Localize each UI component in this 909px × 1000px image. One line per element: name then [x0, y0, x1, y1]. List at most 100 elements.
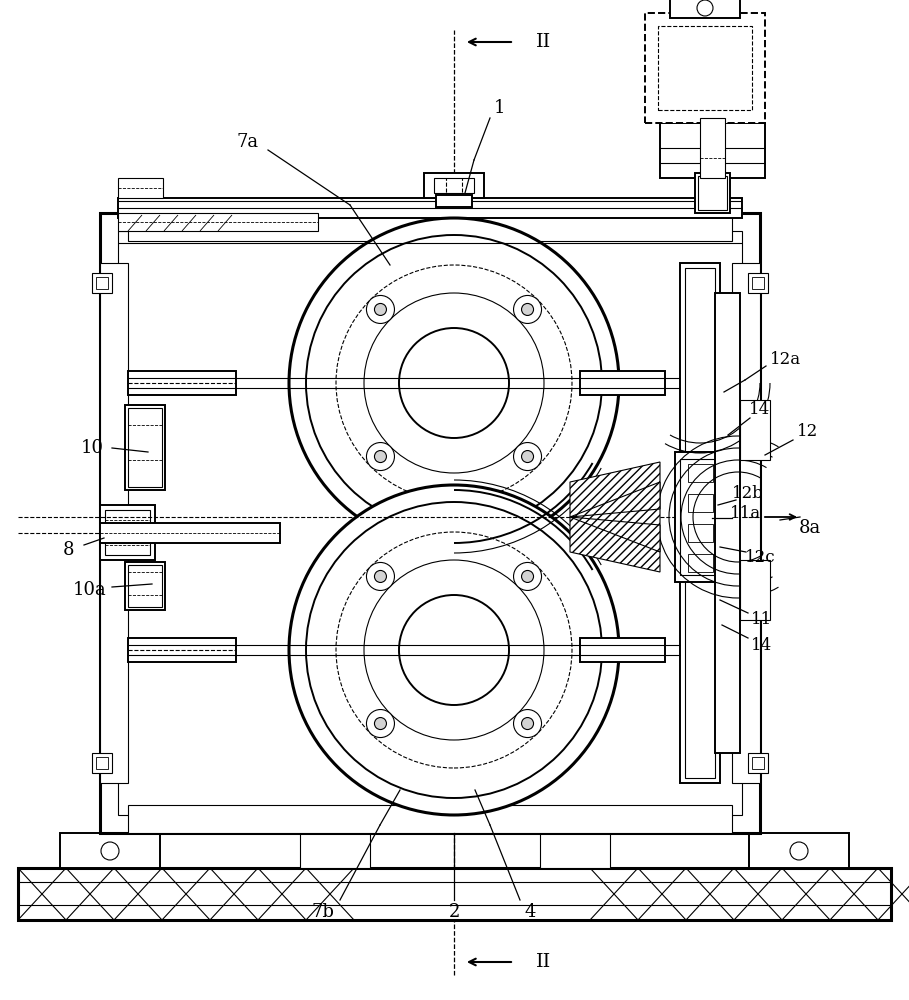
Text: 10a: 10a	[73, 581, 107, 599]
Bar	[118, 231, 742, 815]
Circle shape	[514, 562, 542, 590]
Circle shape	[514, 443, 542, 471]
Bar	[580, 371, 665, 395]
Bar	[128, 408, 162, 487]
Circle shape	[522, 303, 534, 315]
Text: 8: 8	[62, 541, 74, 559]
Text: 8a: 8a	[799, 519, 821, 537]
Circle shape	[289, 218, 619, 548]
Circle shape	[364, 560, 544, 740]
Bar	[688, 524, 713, 542]
Text: 11a: 11a	[729, 504, 761, 522]
Bar	[96, 757, 108, 769]
Bar	[740, 400, 770, 460]
Text: 1: 1	[494, 99, 505, 117]
Bar	[125, 405, 165, 490]
Bar	[660, 123, 765, 178]
Bar	[60, 833, 160, 868]
Bar	[96, 277, 108, 289]
Text: 7b: 7b	[312, 903, 335, 921]
Circle shape	[336, 265, 572, 501]
Text: II: II	[536, 33, 552, 51]
Text: 12a: 12a	[769, 352, 801, 368]
Text: 4: 4	[524, 903, 535, 921]
Bar	[748, 753, 768, 773]
Bar	[749, 833, 849, 868]
Polygon shape	[570, 462, 660, 572]
Bar	[128, 371, 236, 395]
Bar	[100, 263, 128, 783]
Text: 14: 14	[752, 637, 773, 654]
Circle shape	[336, 532, 572, 768]
Bar	[128, 565, 162, 607]
Circle shape	[306, 235, 602, 531]
Bar	[580, 638, 665, 662]
Bar	[680, 263, 720, 783]
Bar	[100, 505, 155, 560]
Circle shape	[399, 328, 509, 438]
Bar	[680, 459, 723, 575]
Bar	[300, 833, 370, 868]
Circle shape	[522, 570, 534, 582]
Circle shape	[366, 562, 395, 590]
Circle shape	[522, 451, 534, 463]
Circle shape	[364, 293, 544, 473]
Bar	[732, 263, 760, 783]
Bar	[128, 805, 732, 833]
Bar	[92, 273, 112, 293]
Bar	[424, 173, 484, 198]
Bar	[18, 868, 891, 920]
Circle shape	[514, 295, 542, 323]
Bar	[118, 198, 742, 218]
Circle shape	[522, 718, 534, 730]
Bar	[698, 176, 727, 210]
Bar	[752, 757, 764, 769]
Bar	[100, 213, 760, 833]
Text: 14: 14	[749, 401, 771, 418]
Bar	[645, 13, 765, 123]
Circle shape	[366, 295, 395, 323]
Text: 12c: 12c	[744, 550, 775, 566]
Text: 2: 2	[448, 903, 460, 921]
Bar	[670, 0, 740, 18]
Text: II: II	[536, 953, 552, 971]
Bar	[658, 26, 752, 110]
Circle shape	[375, 718, 386, 730]
Circle shape	[289, 485, 619, 815]
Polygon shape	[570, 482, 660, 517]
Bar	[434, 178, 474, 193]
Bar	[740, 560, 770, 620]
Text: 12: 12	[797, 424, 819, 440]
Bar	[695, 173, 730, 213]
Bar	[700, 118, 725, 178]
Bar	[105, 510, 150, 555]
Circle shape	[366, 443, 395, 471]
Circle shape	[399, 595, 509, 705]
Bar	[100, 523, 280, 543]
Bar	[685, 268, 715, 778]
Text: 7a: 7a	[237, 133, 259, 151]
Bar	[128, 638, 236, 662]
Circle shape	[375, 451, 386, 463]
Bar	[688, 464, 713, 482]
Bar	[118, 178, 163, 198]
Text: 12b: 12b	[732, 486, 764, 502]
Bar	[128, 213, 732, 241]
Circle shape	[375, 303, 386, 315]
Bar	[125, 562, 165, 610]
Polygon shape	[570, 517, 660, 552]
Bar	[752, 277, 764, 289]
Bar	[92, 753, 112, 773]
Bar	[688, 494, 713, 512]
Circle shape	[375, 570, 386, 582]
Circle shape	[157, 525, 173, 541]
Bar	[675, 452, 730, 582]
Bar	[540, 833, 610, 868]
Bar	[118, 213, 318, 231]
Circle shape	[514, 710, 542, 738]
Text: 11: 11	[752, 611, 773, 629]
Bar	[436, 195, 472, 207]
Circle shape	[697, 0, 713, 16]
Text: 10: 10	[81, 439, 104, 457]
Circle shape	[366, 710, 395, 738]
